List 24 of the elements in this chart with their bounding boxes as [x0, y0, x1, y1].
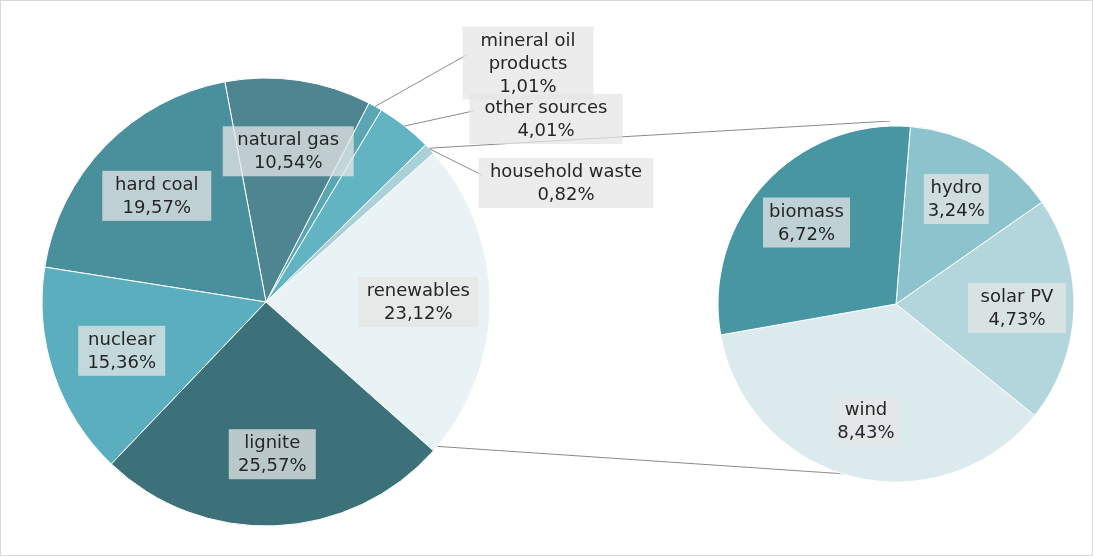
slice-label: biomass — [769, 199, 844, 221]
data-label: 4,01% — [517, 119, 575, 140]
data-label: 4,73% — [988, 308, 1046, 330]
slice-label: hydro — [930, 176, 983, 198]
data-label: 1,01% — [499, 74, 557, 96]
slice-label: natural gas — [237, 128, 340, 150]
slice-label: nuclear — [88, 327, 156, 349]
slice-label: renewables — [366, 279, 470, 300]
slice-label: wind — [844, 398, 888, 420]
data-label: 19,57% — [122, 195, 192, 217]
slice-label: solar PV — [980, 285, 1055, 307]
slice-label: lignite — [244, 431, 301, 453]
data-label: 15,36% — [87, 350, 157, 372]
data-label: 6,72% — [777, 222, 836, 244]
data-label: 10,54% — [253, 151, 323, 173]
slice-label: household waste — [489, 160, 643, 181]
data-label: 25,57% — [237, 454, 307, 476]
slice-label: other sources — [484, 96, 608, 117]
slice-label: mineral oil products — [480, 28, 576, 73]
data-label: 3,24% — [927, 199, 985, 221]
data-label: 23,12% — [384, 302, 453, 323]
slice-label: hard coal — [114, 172, 199, 194]
data-label: 8,43% — [837, 421, 895, 443]
data-label: 0,82% — [537, 183, 595, 204]
